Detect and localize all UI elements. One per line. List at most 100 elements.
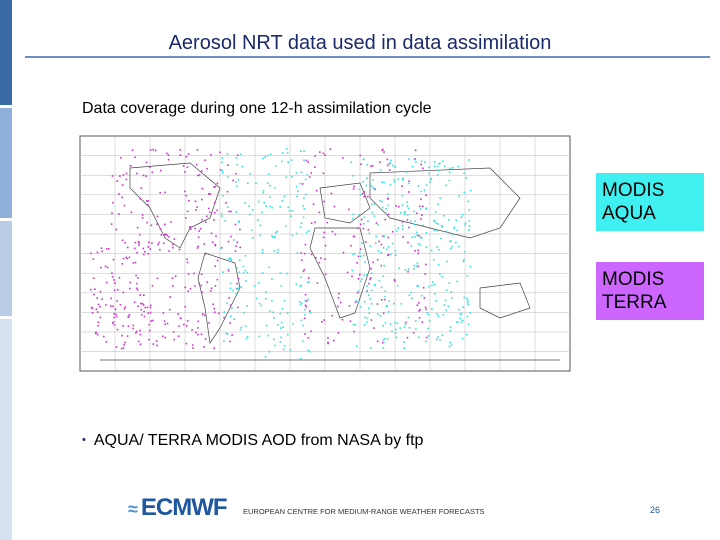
- coverage-dot: [407, 207, 410, 210]
- coverage-dot: [113, 279, 115, 281]
- coverage-dot: [143, 253, 145, 256]
- coverage-dot: [233, 239, 235, 241]
- coverage-dot: [425, 184, 428, 187]
- coverage-dot: [255, 182, 257, 184]
- coverage-dot: [135, 332, 137, 334]
- coverage-dot: [350, 161, 353, 163]
- coverage-dot: [106, 266, 109, 269]
- coverage-dot: [436, 313, 438, 315]
- coverage-dot: [234, 223, 237, 226]
- coverage-dot: [177, 313, 179, 315]
- coverage-dot: [237, 179, 240, 181]
- coverage-dot: [122, 325, 124, 327]
- coverage-dot: [265, 298, 267, 300]
- coverage-dot: [112, 201, 114, 204]
- coverage-dot: [360, 163, 362, 165]
- coverage-dot: [435, 300, 437, 302]
- coverage-dot: [135, 287, 138, 290]
- coverage-dot: [307, 337, 310, 339]
- coverage-dot: [162, 242, 165, 245]
- coverage-dot: [238, 259, 241, 261]
- coverage-dot: [423, 297, 426, 299]
- coverage-dot: [257, 219, 259, 221]
- coverage-dot: [451, 297, 453, 299]
- coverage-dot: [414, 149, 417, 152]
- coverage-dot: [456, 229, 458, 232]
- coverage-dot: [274, 186, 276, 189]
- coverage-dot: [468, 220, 470, 222]
- coverage-dot: [420, 198, 422, 201]
- coverage-dot: [113, 316, 115, 319]
- coverage-dot: [120, 347, 123, 350]
- coverage-dot: [314, 155, 316, 157]
- coverage-dot: [216, 209, 219, 212]
- coverage-dot: [289, 349, 292, 351]
- coverage-dot: [206, 167, 208, 170]
- coverage-dot: [419, 308, 421, 311]
- coverage-dot: [110, 305, 112, 307]
- coverage-dot: [143, 294, 145, 296]
- coverage-dot: [382, 235, 384, 237]
- coverage-dot: [395, 205, 397, 207]
- coverage-dot: [458, 245, 460, 248]
- coverage-dot: [310, 222, 313, 224]
- coverage-dot: [403, 347, 406, 349]
- coverage-dot: [148, 329, 151, 332]
- coverage-dot: [151, 242, 153, 244]
- coverage-dot: [123, 344, 125, 346]
- coverage-dot: [376, 313, 379, 315]
- coverage-dot: [304, 304, 307, 307]
- coverage-dot: [262, 157, 264, 160]
- coverage-dot: [96, 333, 99, 336]
- coverage-dot: [297, 190, 299, 193]
- coverage-dot: [150, 320, 152, 322]
- coverage-dot: [268, 173, 270, 176]
- coverage-dot: [94, 332, 97, 335]
- coverage-dot: [220, 247, 222, 250]
- coverage-dot: [214, 212, 216, 214]
- coverage-dot: [97, 324, 99, 327]
- coverage-dot: [265, 291, 267, 293]
- coverage-dot: [443, 165, 446, 167]
- coverage-dot: [468, 159, 470, 161]
- coverage-dot: [227, 269, 230, 272]
- coverage-dot: [222, 271, 224, 273]
- coverage-dot: [163, 320, 166, 322]
- coverage-dot: [339, 301, 342, 304]
- coverage-dot: [393, 179, 395, 181]
- coverage-dot: [147, 246, 150, 248]
- coverage-dot: [201, 198, 203, 201]
- coverage-dot: [363, 300, 366, 303]
- coverage-dot: [366, 177, 368, 180]
- subtitle: Data coverage during one 12-h assimilati…: [82, 100, 432, 117]
- coverage-dot: [121, 184, 124, 186]
- coverage-dot: [210, 232, 213, 235]
- coverage-dot: [450, 240, 452, 242]
- coverage-dot: [425, 308, 427, 311]
- coverage-dot: [295, 185, 298, 188]
- coverage-dot: [350, 244, 352, 247]
- coverage-dot: [128, 315, 130, 318]
- coverage-dot: [238, 271, 241, 273]
- coverage-dot: [95, 331, 98, 334]
- coverage-dot: [324, 244, 327, 247]
- coverage-dot: [394, 332, 397, 335]
- coverage-dot: [280, 336, 282, 339]
- coverage-dot: [213, 186, 215, 188]
- coverage-dot: [221, 172, 224, 174]
- coverage-dot: [111, 322, 114, 325]
- coverage-dot: [273, 317, 275, 319]
- bullet-text: AQUA/ TERRA MODIS AOD from NASA by ftp: [93, 432, 424, 449]
- coverage-dot: [417, 285, 420, 287]
- coverage-dot: [265, 324, 268, 327]
- coverage-dot: [262, 190, 265, 192]
- coverage-dot: [92, 277, 95, 279]
- coverage-dot: [189, 287, 192, 290]
- coverage-dot: [316, 189, 318, 192]
- coverage-dot: [191, 344, 194, 346]
- coverage-dot: [134, 156, 136, 158]
- coverage-dot: [353, 330, 355, 333]
- coverage-dot: [376, 303, 379, 305]
- coverage-dot: [401, 185, 403, 187]
- coverage-dot: [426, 311, 428, 314]
